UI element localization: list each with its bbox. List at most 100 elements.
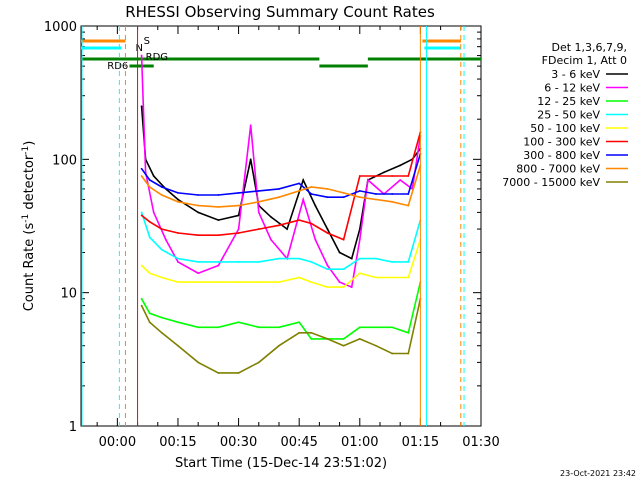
data-point [217,261,220,263]
legend: Det 1,3,6,7,9,FDecim 1, Att 03 - 6 keV6 … [502,41,628,189]
data-point [407,276,410,279]
data-point [310,186,313,188]
data-point [358,175,361,177]
data-point [177,192,179,194]
data-point [326,228,329,230]
data-point [177,321,179,324]
y-tick-label: 1 [69,420,77,435]
data-point [237,204,240,207]
data-point [342,344,345,347]
data-point [164,238,167,241]
data-point [298,182,301,185]
data-point [298,219,301,222]
data-point [148,236,151,239]
data-point [358,228,361,230]
x-tick-label: 01:15 [402,435,439,450]
footer-date: 23-Oct-2021 23:42 [560,469,636,478]
data-point [286,228,288,230]
plot-area: 1 10 100 1000 00:00 00:15 00:30 00:45 01:00 01:15… [44,20,500,450]
data-point [358,338,361,340]
data-point [249,158,252,161]
data-point [257,326,260,329]
data-point [342,238,345,241]
data-point [148,321,151,324]
data-point [383,171,385,174]
data-point [407,193,410,195]
data-point [375,257,377,260]
data-point [160,186,163,188]
data-point [407,352,410,355]
data-point [278,257,280,260]
data-point [326,264,329,267]
data-point [338,251,341,254]
legend-label: 25 - 50 keV [537,109,600,122]
data-point [298,321,301,324]
data-point [358,238,361,241]
data-point [177,261,179,263]
legend-label: 300 - 800 keV [523,149,600,162]
x-axis-label: Start Time (15-Dec-14 23:51:02) [175,456,387,471]
series-line [140,153,422,198]
data-point [148,272,151,275]
vertical-markers [81,26,465,426]
data-point [177,232,179,234]
data-point [375,193,377,195]
data-point [197,204,200,207]
data-point [197,261,200,263]
legend-header: Det 1,3,6,7,9, [551,41,627,54]
flag-label-rd6: RD6 [107,61,128,72]
data-point [407,204,410,207]
data-point [358,326,361,329]
data-point [140,105,143,108]
data-point [375,198,377,201]
data-point [237,281,240,284]
data-point [148,186,151,188]
data-point [140,297,143,300]
data-point [177,344,179,347]
x-tick-label: 00:00 [99,435,136,450]
data-point [314,238,317,241]
data-point [257,261,260,263]
data-point [237,228,240,230]
data-point [257,200,260,203]
data-point [160,316,163,319]
legend-label: 7000 - 15000 keV [502,176,600,189]
data-point [148,220,151,223]
data-point [140,214,143,217]
data-point [140,54,143,57]
data-point [342,196,345,199]
data-point [310,193,313,195]
legend-label: 12 - 25 keV [537,95,600,108]
data-point [160,276,163,279]
data-point [298,257,301,260]
data-point [197,361,200,364]
data-point [342,338,345,340]
data-point [257,281,260,284]
data-point [326,196,329,199]
data-point [391,326,394,329]
data-point [326,338,329,340]
data-point [217,194,220,196]
series-line [141,239,422,288]
data-point [217,264,220,267]
data-point [197,211,200,214]
y-tick-label: 100 [52,153,77,168]
x-tick-label: 00:15 [159,435,196,450]
data-point [177,200,179,203]
data-point [278,281,280,284]
data-point [197,281,200,284]
legend-label: 100 - 300 keV [523,136,600,149]
data-point [326,268,329,271]
data-point [358,196,361,199]
data-point [160,194,163,196]
data-point [326,188,329,190]
data-point [217,205,220,208]
series-line [140,212,422,271]
data-point [257,189,260,192]
data-point [217,281,220,284]
y-axis-label: Count Rate (s-1 detector-1) [21,141,37,312]
data-point [342,268,345,271]
data-point [278,196,280,199]
data-point [310,338,313,340]
